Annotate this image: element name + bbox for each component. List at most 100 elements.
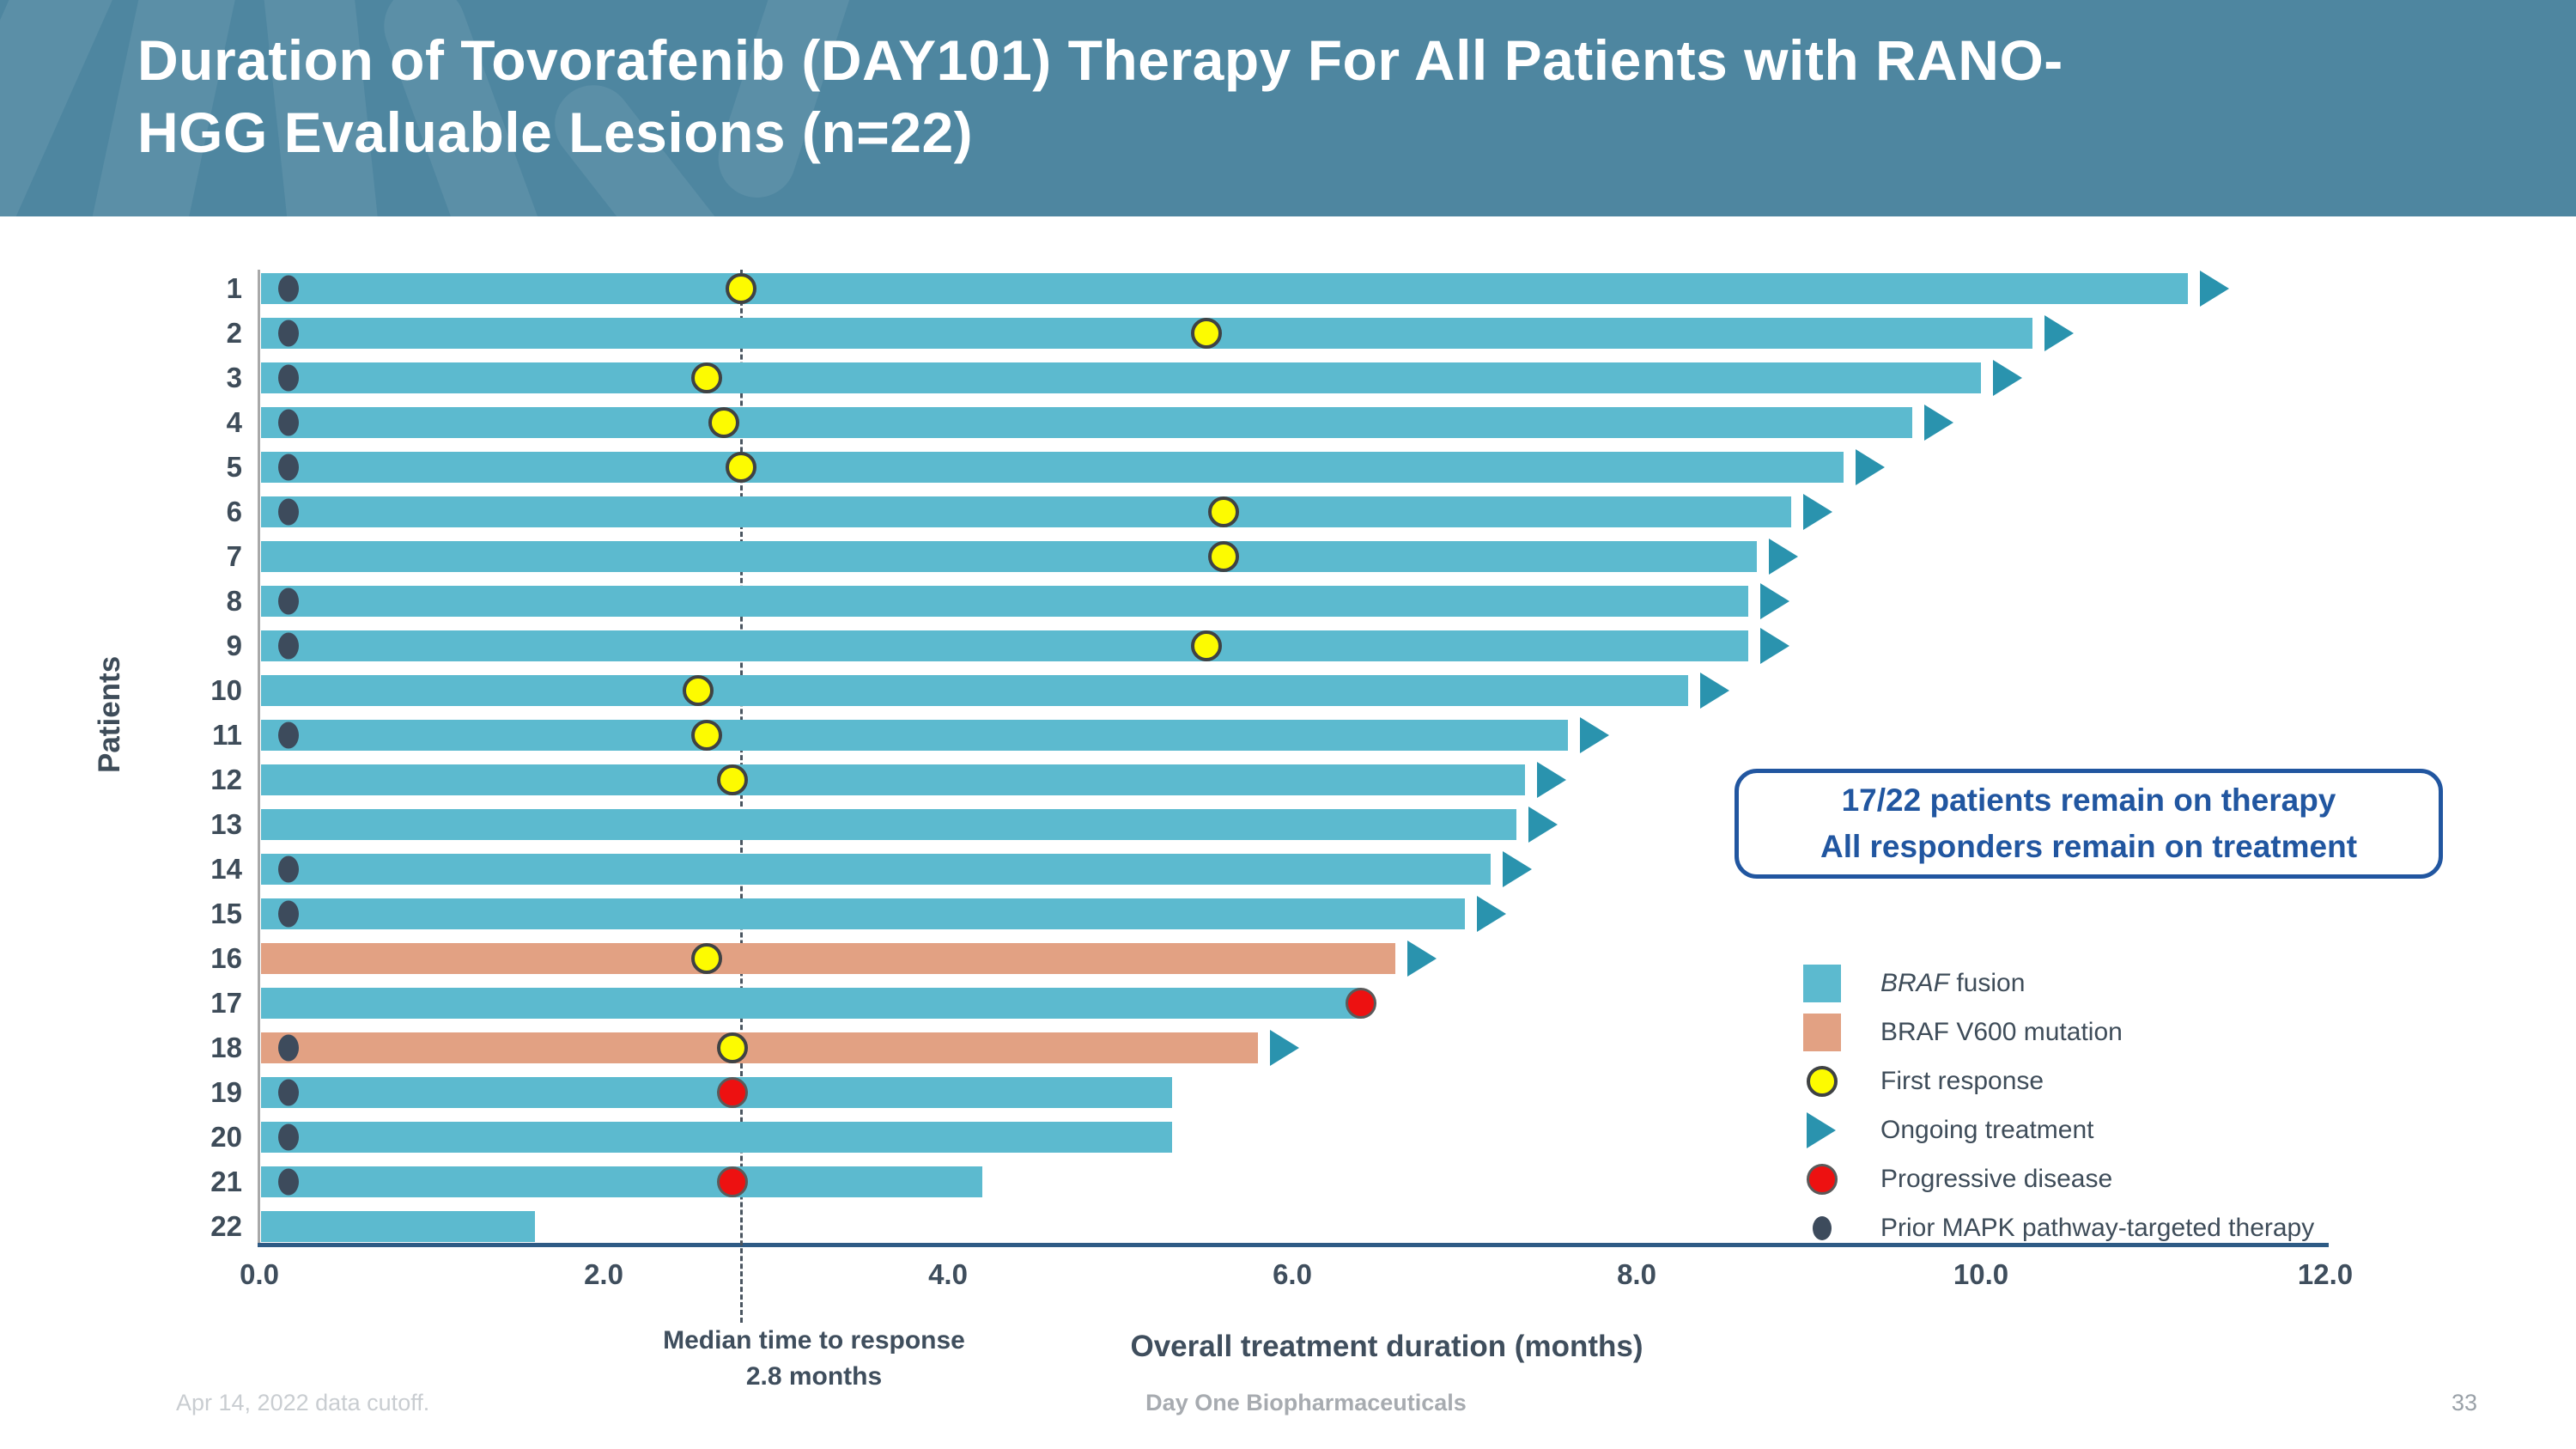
x-axis-line (258, 1243, 2329, 1247)
page-number: 33 (2451, 1390, 2477, 1416)
ongoing-treatment-arrow (1760, 628, 1790, 664)
treatment-duration-bar (261, 809, 1516, 840)
patient-row-label: 13 (210, 808, 242, 840)
progressive-disease-marker (717, 1077, 749, 1108)
prior-mapk-therapy-dot (278, 275, 300, 302)
prior-mapk-therapy-dot (278, 721, 300, 749)
patient-row-label: 10 (210, 674, 242, 706)
prior-mapk-therapy-dot (278, 409, 300, 436)
patient-row-label: 19 (210, 1076, 242, 1108)
median-annotation: Median time to response 2.8 months (663, 1323, 965, 1395)
treatment-duration-bar (261, 764, 1525, 795)
square-fusion-legend-swatch (1803, 965, 1841, 1002)
data-cutoff-note: Apr 14, 2022 data cutoff. (176, 1390, 430, 1416)
title-banner: Duration of Tovorafenib (DAY101) Therapy… (0, 0, 2576, 216)
treatment-duration-bar (261, 1032, 1258, 1063)
patient-row-label: 22 (210, 1210, 242, 1242)
x-tick-label: 8.0 (1617, 1258, 1656, 1290)
legend-label: Progressive disease (1880, 1165, 2113, 1193)
ongoing-treatment-arrow (1769, 539, 1799, 575)
treatment-duration-bar (261, 273, 2188, 304)
treatment-duration-bar (261, 1077, 1172, 1108)
patient-row-label: 4 (226, 406, 242, 438)
treatment-duration-bar (261, 1122, 1172, 1153)
dot-slate-legend-swatch (1813, 1216, 1832, 1240)
x-tick-label: 4.0 (928, 1258, 968, 1290)
treatment-duration-bar (261, 452, 1844, 483)
first-response-marker (1190, 630, 1222, 661)
first-response-marker (1190, 318, 1222, 349)
first-response-marker (726, 452, 757, 483)
first-response-marker (691, 362, 723, 393)
patient-row-label: 9 (226, 630, 242, 661)
ongoing-treatment-arrow (1760, 583, 1790, 619)
patient-row-label: 21 (210, 1166, 242, 1197)
ongoing-treatment-arrow (1579, 717, 1609, 753)
ongoing-treatment-arrow (2199, 271, 2229, 307)
treatment-duration-bar (261, 541, 1758, 572)
x-tick-label: 6.0 (1273, 1258, 1312, 1290)
legend-label: First response (1880, 1067, 2044, 1095)
treatment-duration-bar (261, 586, 1749, 617)
treatment-duration-bar (261, 898, 1465, 929)
treatment-duration-bar (261, 988, 1362, 1019)
prior-mapk-therapy-dot (278, 498, 300, 526)
patient-row-label: 17 (210, 987, 242, 1019)
callout-line1: 17/22 patients remain on therapy (1841, 782, 2336, 819)
first-response-marker (717, 1032, 749, 1063)
ongoing-treatment-arrow (2044, 315, 2075, 351)
first-response-marker (691, 720, 723, 751)
treatment-duration-bar (261, 496, 1792, 527)
x-tick-label: 2.0 (584, 1258, 623, 1290)
square-v600-legend-swatch (1803, 1014, 1841, 1051)
circle-red-legend-swatch (1807, 1164, 1838, 1195)
prior-mapk-therapy-dot (278, 364, 300, 392)
x-axis-title: Overall treatment duration (months) (1130, 1330, 1643, 1363)
ongoing-treatment-arrow (1923, 405, 1953, 441)
patient-row-label: 1 (226, 272, 242, 304)
patient-row-label: 14 (210, 853, 242, 885)
treatment-duration-bar (261, 720, 1568, 751)
prior-mapk-therapy-dot (278, 632, 300, 660)
first-response-marker (726, 273, 757, 304)
ongoing-treatment-arrow (1502, 851, 1532, 887)
legend-label: Prior MAPK pathway-targeted therapy (1880, 1214, 2315, 1242)
treatment-duration-bar (261, 407, 1912, 438)
first-response-marker (1207, 541, 1239, 572)
ongoing-treatment-arrow (1407, 941, 1437, 977)
prior-mapk-therapy-dot (278, 1079, 300, 1106)
x-tick-label: 10.0 (1953, 1258, 2009, 1290)
first-response-marker (1207, 496, 1239, 527)
treatment-duration-bar (261, 1166, 983, 1197)
patient-row-label: 5 (226, 451, 242, 483)
ongoing-treatment-arrow (1855, 449, 1885, 485)
company-name: Day One Biopharmaceuticals (1145, 1390, 1467, 1416)
median-dashed-line (740, 270, 744, 1323)
first-response-marker (683, 675, 714, 706)
ongoing-treatment-arrow (1803, 494, 1833, 530)
patient-row-label: 3 (226, 362, 242, 393)
y-axis-title: Patients (93, 655, 127, 773)
prior-mapk-therapy-dot (278, 320, 300, 347)
prior-mapk-therapy-dot (278, 900, 300, 928)
treatment-duration-bar (261, 854, 1491, 885)
slide-title-line1: Duration of Tovorafenib (DAY101) Therapy… (137, 28, 2063, 92)
legend-label: BRAF fusion (1880, 969, 2026, 997)
first-response-marker (691, 943, 723, 974)
x-tick-label: 0.0 (240, 1258, 279, 1290)
slide-title-line2: HGG Evaluable Lesions (n=22) (137, 100, 974, 165)
triangle-teal-legend-swatch (1807, 1112, 1836, 1148)
ongoing-treatment-arrow (1269, 1030, 1299, 1066)
ongoing-treatment-arrow (1536, 762, 1566, 798)
treatment-duration-bar (261, 1211, 535, 1242)
y-axis-line (258, 270, 260, 1243)
ongoing-treatment-arrow (1528, 807, 1558, 843)
treatment-duration-bar (261, 362, 1981, 393)
legend-label: BRAF V600 mutation (1880, 1018, 2123, 1046)
prior-mapk-therapy-dot (278, 1034, 300, 1062)
patient-row-label: 7 (226, 540, 242, 572)
prior-mapk-therapy-dot (278, 1123, 300, 1151)
circle-yellow-legend-swatch (1807, 1066, 1838, 1097)
